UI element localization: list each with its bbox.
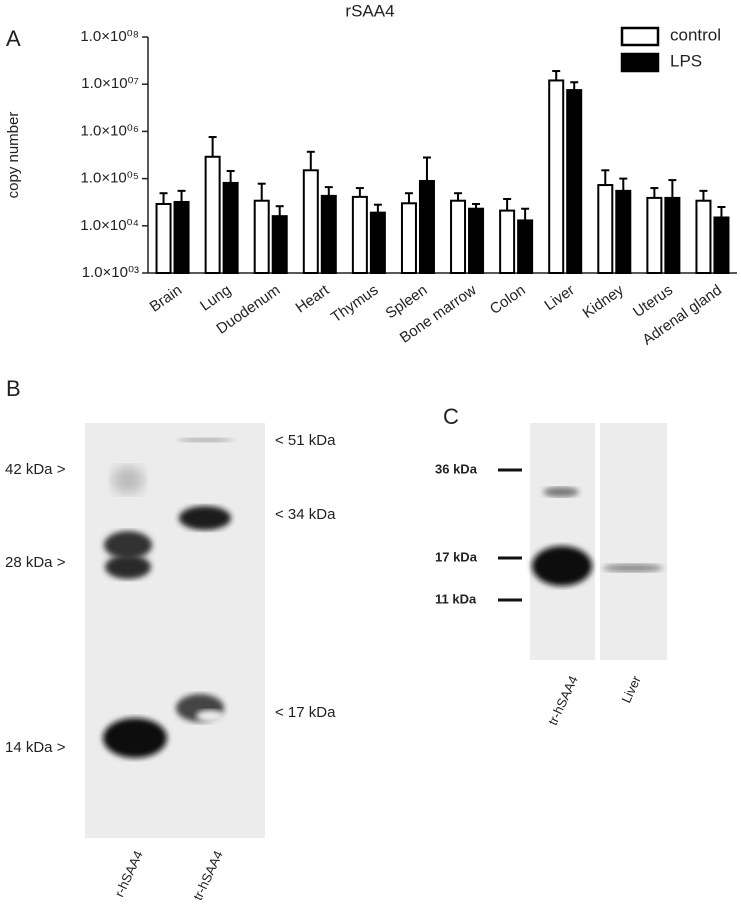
blot xyxy=(600,423,667,660)
bar xyxy=(646,196,663,274)
y-tick-label: 1.0×10⁰⁶ xyxy=(81,122,139,139)
lane-label: r-hSAA4 xyxy=(111,848,145,899)
marker-label: 17 kDa xyxy=(435,549,478,564)
x-tick-label: Colon xyxy=(487,282,529,318)
marker-label: 36 kDa xyxy=(435,461,478,476)
bar xyxy=(253,199,270,274)
bar xyxy=(351,195,368,274)
bar xyxy=(468,207,485,274)
bar xyxy=(517,219,534,274)
x-tick-label: Kidney xyxy=(580,281,628,322)
x-tick-label: Liver xyxy=(541,282,577,315)
marker-label: 14 kDa > xyxy=(5,739,66,756)
legend-swatch xyxy=(620,52,660,73)
bar xyxy=(204,155,221,274)
blot-bands xyxy=(103,438,233,758)
lane-label: Liver xyxy=(618,673,644,705)
bar xyxy=(271,215,288,275)
bar xyxy=(400,202,417,274)
lane-label: tr-hSAA4 xyxy=(190,848,226,902)
y-tick-label: 1.0×10⁰⁵ xyxy=(80,170,139,187)
marker-label: < 17 kDa xyxy=(275,704,336,721)
x-tick-label: Thymus xyxy=(328,282,381,327)
bar xyxy=(302,169,319,275)
bar xyxy=(450,199,467,274)
bar xyxy=(695,199,712,274)
y-tick-label: 1.0×10⁰⁴ xyxy=(80,217,139,234)
blot-bands xyxy=(532,487,663,586)
marker-label: 28 kDa > xyxy=(5,554,66,571)
bar xyxy=(320,194,337,274)
marker-ticks xyxy=(498,468,522,602)
marker-label: 42 kDa > xyxy=(5,461,66,478)
panel-label: A xyxy=(6,26,21,51)
panel-label: B xyxy=(6,376,21,401)
y-tick-label: 1.0×10⁰⁷ xyxy=(81,75,139,92)
legend-label: LPS xyxy=(670,51,702,70)
y-tick-label: 1.0×10⁰³ xyxy=(82,264,139,281)
marker-label: < 34 kDa xyxy=(275,506,336,523)
marker-label: 11 kDa xyxy=(435,591,477,606)
y-axis-label: copy number xyxy=(5,112,22,199)
bar xyxy=(548,79,565,274)
bar xyxy=(369,211,386,275)
bar xyxy=(713,216,730,275)
x-tick-label: Lung xyxy=(197,282,234,315)
bar xyxy=(597,184,614,274)
blot xyxy=(530,423,595,660)
y-tick-label: 1.0×10⁰⁸ xyxy=(80,28,139,45)
legend-swatch xyxy=(620,26,660,47)
bar xyxy=(566,89,583,274)
bar xyxy=(222,181,239,274)
bar xyxy=(664,196,681,274)
bar xyxy=(499,209,516,274)
marker-label: < 51 kDa xyxy=(275,432,336,449)
lane-label: tr-hSAA4 xyxy=(545,673,581,727)
blot xyxy=(85,423,265,838)
bar xyxy=(173,200,190,274)
x-tick-label: Heart xyxy=(293,281,333,316)
legend-label: control xyxy=(670,25,721,44)
x-tick-label: Brain xyxy=(147,282,185,316)
bar xyxy=(615,189,632,274)
bar xyxy=(418,179,435,274)
panel-label: C xyxy=(443,404,459,429)
bar xyxy=(155,202,172,274)
chart-title: rSAA4 xyxy=(345,1,394,20)
